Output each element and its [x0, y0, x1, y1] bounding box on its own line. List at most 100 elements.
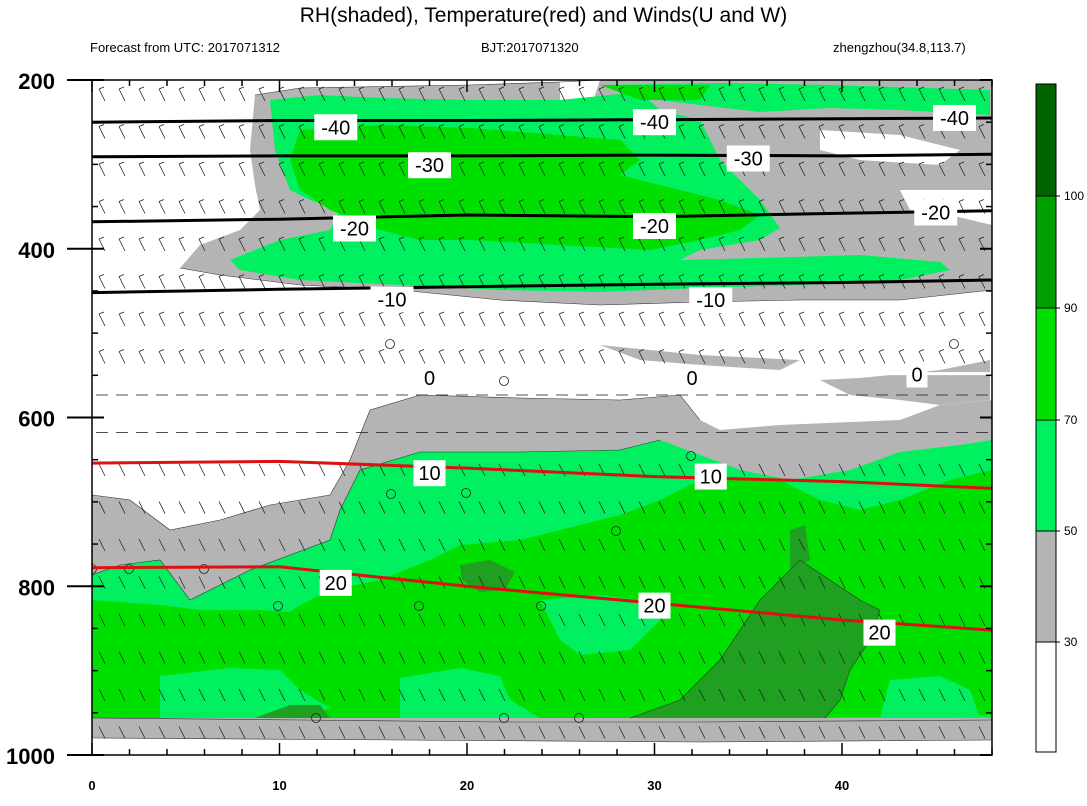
wind-barb	[558, 726, 566, 739]
wind-barb	[958, 651, 966, 664]
wind-barb	[838, 349, 845, 352]
wind-barb	[958, 236, 965, 240]
wind-barb	[298, 538, 306, 552]
wind-barb	[298, 236, 305, 240]
wind-barb	[458, 351, 466, 364]
wind-barb	[158, 688, 166, 702]
wind-barb	[438, 651, 446, 664]
wind-barb	[518, 199, 525, 202]
wind-barb	[118, 274, 125, 277]
wind-barb	[298, 163, 306, 177]
wind-barb	[838, 88, 846, 102]
wind-barb	[718, 351, 726, 364]
wind-barb	[858, 238, 866, 252]
wind-barb	[818, 124, 825, 127]
wind-barb	[738, 199, 745, 202]
calm-wind-circle	[686, 451, 696, 461]
wind-barb	[658, 351, 666, 364]
contour-label: 20	[643, 596, 665, 618]
wind-barb	[638, 576, 646, 589]
wind-barb	[118, 161, 125, 165]
wind-barb	[438, 126, 446, 139]
wind-barb	[898, 726, 906, 739]
wind-barb	[338, 86, 345, 90]
wind-barb	[818, 311, 825, 315]
wind-barb	[178, 463, 186, 477]
wind-barb	[578, 124, 585, 127]
wind-barb	[118, 538, 126, 552]
wind-barb	[318, 651, 326, 664]
wind-barb	[858, 126, 866, 139]
wind-barb	[958, 274, 965, 277]
wind-barb	[258, 688, 266, 702]
x-tick-label: 30	[647, 778, 661, 793]
wind-barb	[598, 576, 606, 589]
wind-barb	[138, 124, 145, 127]
wind-barb	[578, 163, 586, 177]
wind-barb	[798, 124, 805, 127]
wind-barb	[878, 88, 886, 102]
wind-barb	[838, 161, 845, 165]
wind-barb	[738, 238, 746, 252]
contour-label-box	[633, 109, 676, 136]
wind-barb	[898, 651, 906, 664]
wind-barb	[238, 236, 245, 240]
wind-barb	[398, 313, 406, 327]
wind-barb	[618, 124, 625, 127]
wind-barb	[638, 199, 645, 202]
wind-barb	[978, 313, 986, 327]
wind-barb	[658, 349, 665, 352]
wind-barb	[758, 126, 766, 139]
wind-barb	[858, 349, 865, 352]
wind-barb	[238, 576, 246, 589]
wind-barb	[918, 311, 925, 315]
wind-barb	[938, 163, 946, 177]
wind-barb	[498, 351, 506, 364]
wind-barb	[98, 201, 106, 214]
wind-barb	[758, 688, 766, 702]
wind-barb	[658, 274, 665, 277]
wind-barb	[238, 238, 246, 252]
wind-barb	[739, 764, 745, 776]
wind-barb	[938, 161, 945, 165]
wind-barb	[358, 88, 366, 102]
wind-barb	[778, 161, 785, 165]
wind-barb	[658, 163, 666, 177]
wind-barb	[538, 163, 546, 177]
wind-barb	[98, 613, 106, 627]
wind-barb	[178, 238, 186, 252]
wind-barb	[798, 274, 805, 277]
wind-barb	[698, 538, 706, 552]
wind-barb	[978, 613, 986, 627]
wind-barb	[738, 501, 746, 514]
wind-barb	[438, 199, 445, 202]
wind-barb	[818, 238, 826, 252]
wind-barb	[138, 313, 146, 327]
wind-barb	[978, 274, 985, 277]
wind-barb	[818, 351, 826, 364]
wind-barb	[158, 651, 166, 664]
wind-barb	[278, 238, 286, 252]
wind-barb	[838, 726, 846, 739]
calm-wind-circle	[385, 339, 395, 349]
wind-barb	[178, 651, 186, 664]
wind-barb	[778, 613, 786, 627]
wind-barb	[298, 349, 305, 352]
wind-barb	[278, 688, 286, 702]
contour-label-box	[314, 114, 358, 141]
wind-barb	[958, 463, 966, 477]
wind-barb	[539, 764, 545, 776]
wind-barb	[498, 311, 505, 315]
wind-barb	[979, 764, 985, 776]
wind-barb	[378, 86, 385, 90]
wind-barb	[898, 238, 906, 252]
wind-barb	[258, 726, 266, 739]
wind-barb	[878, 313, 886, 327]
wind-barb	[498, 313, 506, 327]
wind-barb	[218, 501, 226, 514]
colorbar-box	[1035, 307, 1057, 421]
wind-barb	[138, 576, 146, 589]
wind-barb	[178, 313, 186, 327]
wind-barb	[458, 238, 466, 252]
wind-barb	[298, 501, 306, 514]
